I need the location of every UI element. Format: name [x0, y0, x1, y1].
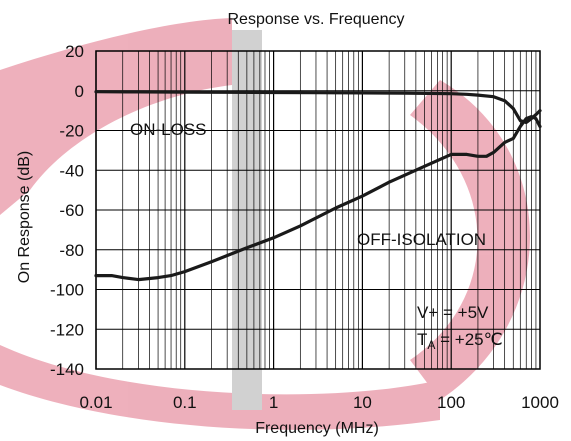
temperature-subscript: A: [427, 338, 435, 352]
x-tick-label: 0.01: [79, 393, 112, 412]
y-tick-label: -60: [59, 201, 84, 220]
y-tick-label: -140: [50, 360, 84, 379]
x-tick-label: 100: [437, 393, 465, 412]
temperature-label: TA = +25℃: [417, 330, 503, 352]
x-tick-label: 10: [353, 393, 372, 412]
x-tick-label: 0.1: [173, 393, 197, 412]
watermark-red-ring: [410, 80, 530, 400]
temperature-prefix: T: [417, 330, 427, 349]
y-tick-label: -100: [50, 281, 84, 300]
x-tick-label: 1: [269, 393, 278, 412]
y-tick-label: -20: [59, 122, 84, 141]
x-tick-labels: 0.01 0.1 1 10 100 1000: [79, 393, 558, 412]
watermark-red-band: [0, 345, 440, 430]
y-tick-label: -40: [59, 161, 84, 180]
plot-frame: [95, 50, 541, 370]
series-lines: [94, 90, 542, 282]
watermark-red-arc: [0, 18, 232, 215]
y-tick-label: -120: [50, 320, 84, 339]
on-loss-line: [94, 90, 542, 125]
y-tick-label: 0: [75, 82, 84, 101]
off-isolation-line: [94, 114, 542, 282]
y-tick-label: -80: [59, 241, 84, 260]
y-axis-label: On Response (dB): [16, 151, 33, 284]
y-tick-labels: 20 0 -20 -40 -60 -80 -100 -120 -140: [50, 42, 84, 379]
x-tick-label: 1000: [521, 393, 559, 412]
x-axis-label: Frequency (MHz): [255, 420, 379, 437]
supply-voltage-label: V+ = +5V: [417, 303, 489, 322]
y-tick-label: 20: [65, 42, 84, 61]
chart-title: Response vs. Frequency: [228, 11, 405, 28]
off-isolation-label: OFF-ISOLATION: [357, 230, 486, 249]
on-loss-label: ON-LOSS: [130, 120, 207, 139]
temperature-suffix: = +25℃: [435, 330, 502, 349]
